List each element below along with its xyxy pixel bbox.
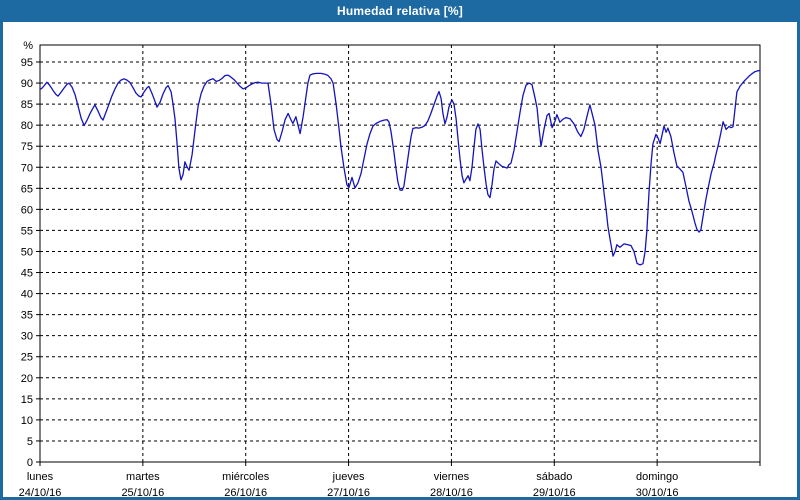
- x-axis-labels: lunes 24/10/16 martes 25/10/16 miércoles 26/1…: [19, 471, 679, 499]
- x-day-name-label: martes: [126, 471, 160, 483]
- axes: [36, 44, 761, 466]
- y-tick-label: 20: [21, 373, 33, 385]
- y-axis-labels: 0 5 10 15 20 25 30 35 40 45 50 55 60 65 70 75 80 85 90 95%: [21, 40, 33, 469]
- y-tick-label: 15: [21, 394, 33, 406]
- y-tick-label: 75: [21, 141, 33, 153]
- y-tick-label: 50: [21, 246, 33, 258]
- x-day-date-label: 24/10/16: [19, 487, 62, 499]
- y-tick-label: 45: [21, 268, 33, 280]
- x-day-date-label: 28/10/16: [430, 487, 473, 499]
- y-tick-label: 35: [21, 310, 33, 322]
- x-day-name-label: miércoles: [222, 471, 270, 483]
- chart-title: Humedad relativa [%]: [336, 4, 464, 18]
- y-tick-label: 80: [21, 120, 33, 132]
- x-day-date-label: 29/10/16: [533, 487, 576, 499]
- y-tick-label: 70: [21, 162, 33, 174]
- y-axis-unit-label: %: [23, 40, 33, 52]
- x-day-name-label: sábado: [536, 471, 572, 483]
- y-tick-label: 30: [21, 331, 33, 343]
- y-tick-label: 90: [21, 78, 33, 90]
- y-tick-label: 55: [21, 225, 33, 237]
- x-day-date-label: 30/10/16: [636, 487, 679, 499]
- x-day-date-label: 26/10/16: [224, 487, 267, 499]
- y-tick-label: 60: [21, 204, 33, 216]
- x-day-name-label: lunes: [27, 471, 54, 483]
- x-day-date-label: 25/10/16: [121, 487, 164, 499]
- y-tick-label: 0: [27, 457, 33, 469]
- y-tick-label: 65: [21, 183, 33, 195]
- x-day-name-label: domingo: [636, 471, 678, 483]
- plot-border: [39, 44, 761, 463]
- humidity-series-polyline: [39, 69, 761, 266]
- y-tick-label: 5: [27, 436, 33, 448]
- y-tick-label: 95: [21, 57, 33, 69]
- series-line: [39, 69, 761, 266]
- y-tick-label: 40: [21, 289, 33, 301]
- y-tick-label: 25: [21, 352, 33, 364]
- x-day-date-label: 27/10/16: [327, 487, 370, 499]
- y-tick-label: 85: [21, 99, 33, 111]
- gridlines: [40, 45, 760, 462]
- x-day-name-label: jueves: [332, 471, 365, 483]
- x-day-name-label: viernes: [434, 471, 470, 483]
- y-tick-label: 10: [21, 415, 33, 427]
- title-bar: Humedad relativa [%]: [0, 0, 800, 22]
